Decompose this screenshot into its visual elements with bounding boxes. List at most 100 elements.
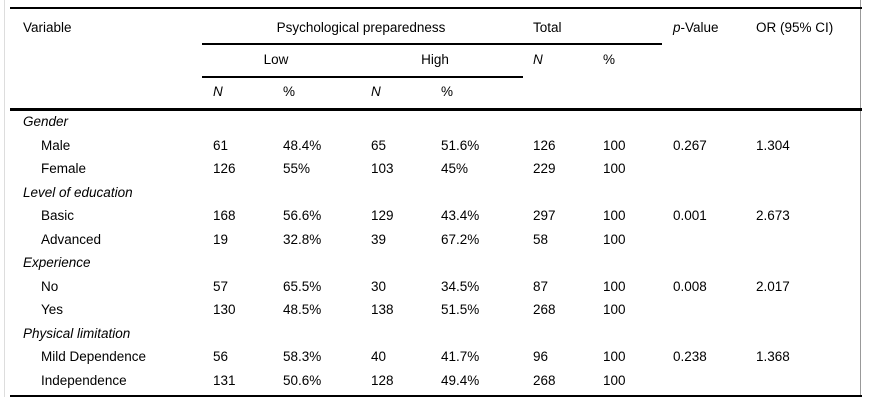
- cell-low-pct: 58.3%: [283, 349, 322, 364]
- cell-p-value: 0.267: [673, 137, 707, 153]
- cell-low-n: 61: [213, 137, 229, 153]
- row-label: Mild Dependence: [41, 349, 147, 364]
- table-row: Independence 131 50.6% 128 49.4% 268 100: [10, 369, 862, 393]
- cell-high-n: 30: [371, 278, 387, 294]
- header-p-rest: -Value: [680, 20, 719, 35]
- cell-high-pct: 51.6%: [441, 137, 480, 153]
- table-group-row: Gender: [10, 110, 862, 134]
- cell-p-value: 0.238: [673, 349, 707, 364]
- cell-total-n: 268: [533, 302, 556, 317]
- header-low-pct: %: [283, 84, 296, 99]
- header-or-ci: OR (95% CI): [756, 20, 834, 35]
- header-total-n: N: [533, 52, 543, 67]
- cell-high-n: 129: [371, 208, 394, 223]
- row-label: Female: [41, 161, 87, 176]
- cell-low-pct: 32.8%: [283, 231, 322, 247]
- header-psych-group: Psychological preparedness: [276, 20, 446, 35]
- row-label: No: [41, 278, 59, 294]
- top-rule: [10, 7, 862, 9]
- cell-total-n: 126: [533, 137, 556, 153]
- cell-high-pct: 41.7%: [441, 349, 480, 364]
- cell-high-pct: 45%: [441, 161, 469, 176]
- group-label: Physical limitation: [23, 325, 131, 341]
- header-total: Total: [533, 20, 562, 35]
- cell-or: 1.368: [756, 349, 790, 364]
- cell-high-pct: 34.5%: [441, 278, 480, 294]
- cell-low-n: 131: [213, 372, 236, 388]
- cell-total-n: 87: [533, 278, 549, 294]
- cell-low-n: 57: [213, 278, 229, 294]
- header-total-pct: %: [603, 52, 616, 67]
- cell-total-n: 58: [533, 231, 549, 247]
- cell-high-n: 103: [371, 161, 394, 176]
- group-label: Gender: [23, 114, 69, 129]
- cell-p-value: 0.001: [673, 208, 707, 223]
- cell-p-value: [673, 369, 756, 393]
- cell-high-n: 138: [371, 302, 394, 317]
- header-separator-rule: [10, 108, 862, 111]
- table-row: Yes 130 48.5% 138 51.5% 268 100: [10, 298, 862, 322]
- header-p-value: p-Value: [673, 19, 719, 37]
- cell-low-n: 19: [213, 231, 229, 247]
- cell-high-n: 40: [371, 349, 387, 364]
- table-body: Gender Male 61 48.4% 65 51.6% 126 100 0.…: [10, 110, 862, 392]
- cell-or: [756, 369, 862, 393]
- cell-low-n: 168: [213, 208, 236, 223]
- cell-or: 2.673: [756, 208, 790, 223]
- cell-total-n: 229: [533, 161, 556, 176]
- cell-low-pct: 48.4%: [283, 137, 322, 153]
- cell-high-n: 128: [371, 372, 394, 388]
- cell-or: 1.304: [756, 137, 790, 153]
- cell-total-pct: 100: [603, 302, 626, 317]
- cell-total-pct: 100: [603, 137, 626, 153]
- left-edge-line: [4, 0, 5, 397]
- table-group-row: Physical limitation: [10, 322, 862, 346]
- cell-total-n: 297: [533, 208, 556, 223]
- cell-or: [756, 228, 862, 252]
- header-high-n: N: [371, 84, 381, 99]
- cell-high-n: 65: [371, 137, 387, 153]
- cell-p-value: [673, 157, 756, 181]
- header-variable: Variable: [23, 20, 72, 35]
- header-high-pct: %: [441, 84, 454, 99]
- row-label: Male: [41, 137, 71, 153]
- table-row: Advanced 19 32.8% 39 67.2% 58 100: [10, 228, 862, 252]
- cell-total-pct: 100: [603, 372, 626, 388]
- cell-p-value: [673, 228, 756, 252]
- cell-low-pct: 56.6%: [283, 208, 322, 223]
- cell-total-pct: 100: [603, 349, 626, 364]
- cell-high-pct: 67.2%: [441, 231, 480, 247]
- group-label: Level of education: [23, 184, 133, 200]
- cell-p-value: 0.008: [673, 278, 707, 294]
- cell-total-pct: 100: [603, 208, 626, 223]
- row-label: Yes: [41, 302, 64, 317]
- cell-low-pct: 48.5%: [283, 302, 322, 317]
- header-p-italic: p: [673, 20, 681, 35]
- right-edge-line: [860, 0, 861, 397]
- total-group-underline: [521, 43, 662, 45]
- cell-total-pct: 100: [603, 161, 626, 176]
- table-group-row: Experience: [10, 251, 862, 275]
- header-high: High: [421, 52, 449, 67]
- bottom-rule: [10, 395, 862, 397]
- cell-total-pct: 100: [603, 231, 626, 247]
- cell-low-pct: 55%: [283, 161, 311, 176]
- cell-low-pct: 50.6%: [283, 372, 322, 388]
- row-label: Advanced: [41, 231, 102, 247]
- cell-high-n: 39: [371, 231, 387, 247]
- psych-group-underline: [202, 43, 521, 45]
- cell-low-n: 56: [213, 349, 229, 364]
- cell-or: [756, 157, 862, 181]
- cell-or: [756, 298, 862, 322]
- cell-p-value: [673, 298, 756, 322]
- cell-high-pct: 43.4%: [441, 208, 480, 223]
- header-low: Low: [263, 52, 289, 67]
- table-row: Male 61 48.4% 65 51.6% 126 100 0.267 1.3…: [10, 134, 862, 158]
- row-label: Independence: [41, 372, 127, 388]
- cell-low-n: 130: [213, 302, 236, 317]
- header-low-n: N: [213, 84, 223, 99]
- table-row: Mild Dependence 56 58.3% 40 41.7% 96 100…: [10, 345, 862, 369]
- cell-low-pct: 65.5%: [283, 278, 322, 294]
- row-label: Basic: [41, 208, 75, 223]
